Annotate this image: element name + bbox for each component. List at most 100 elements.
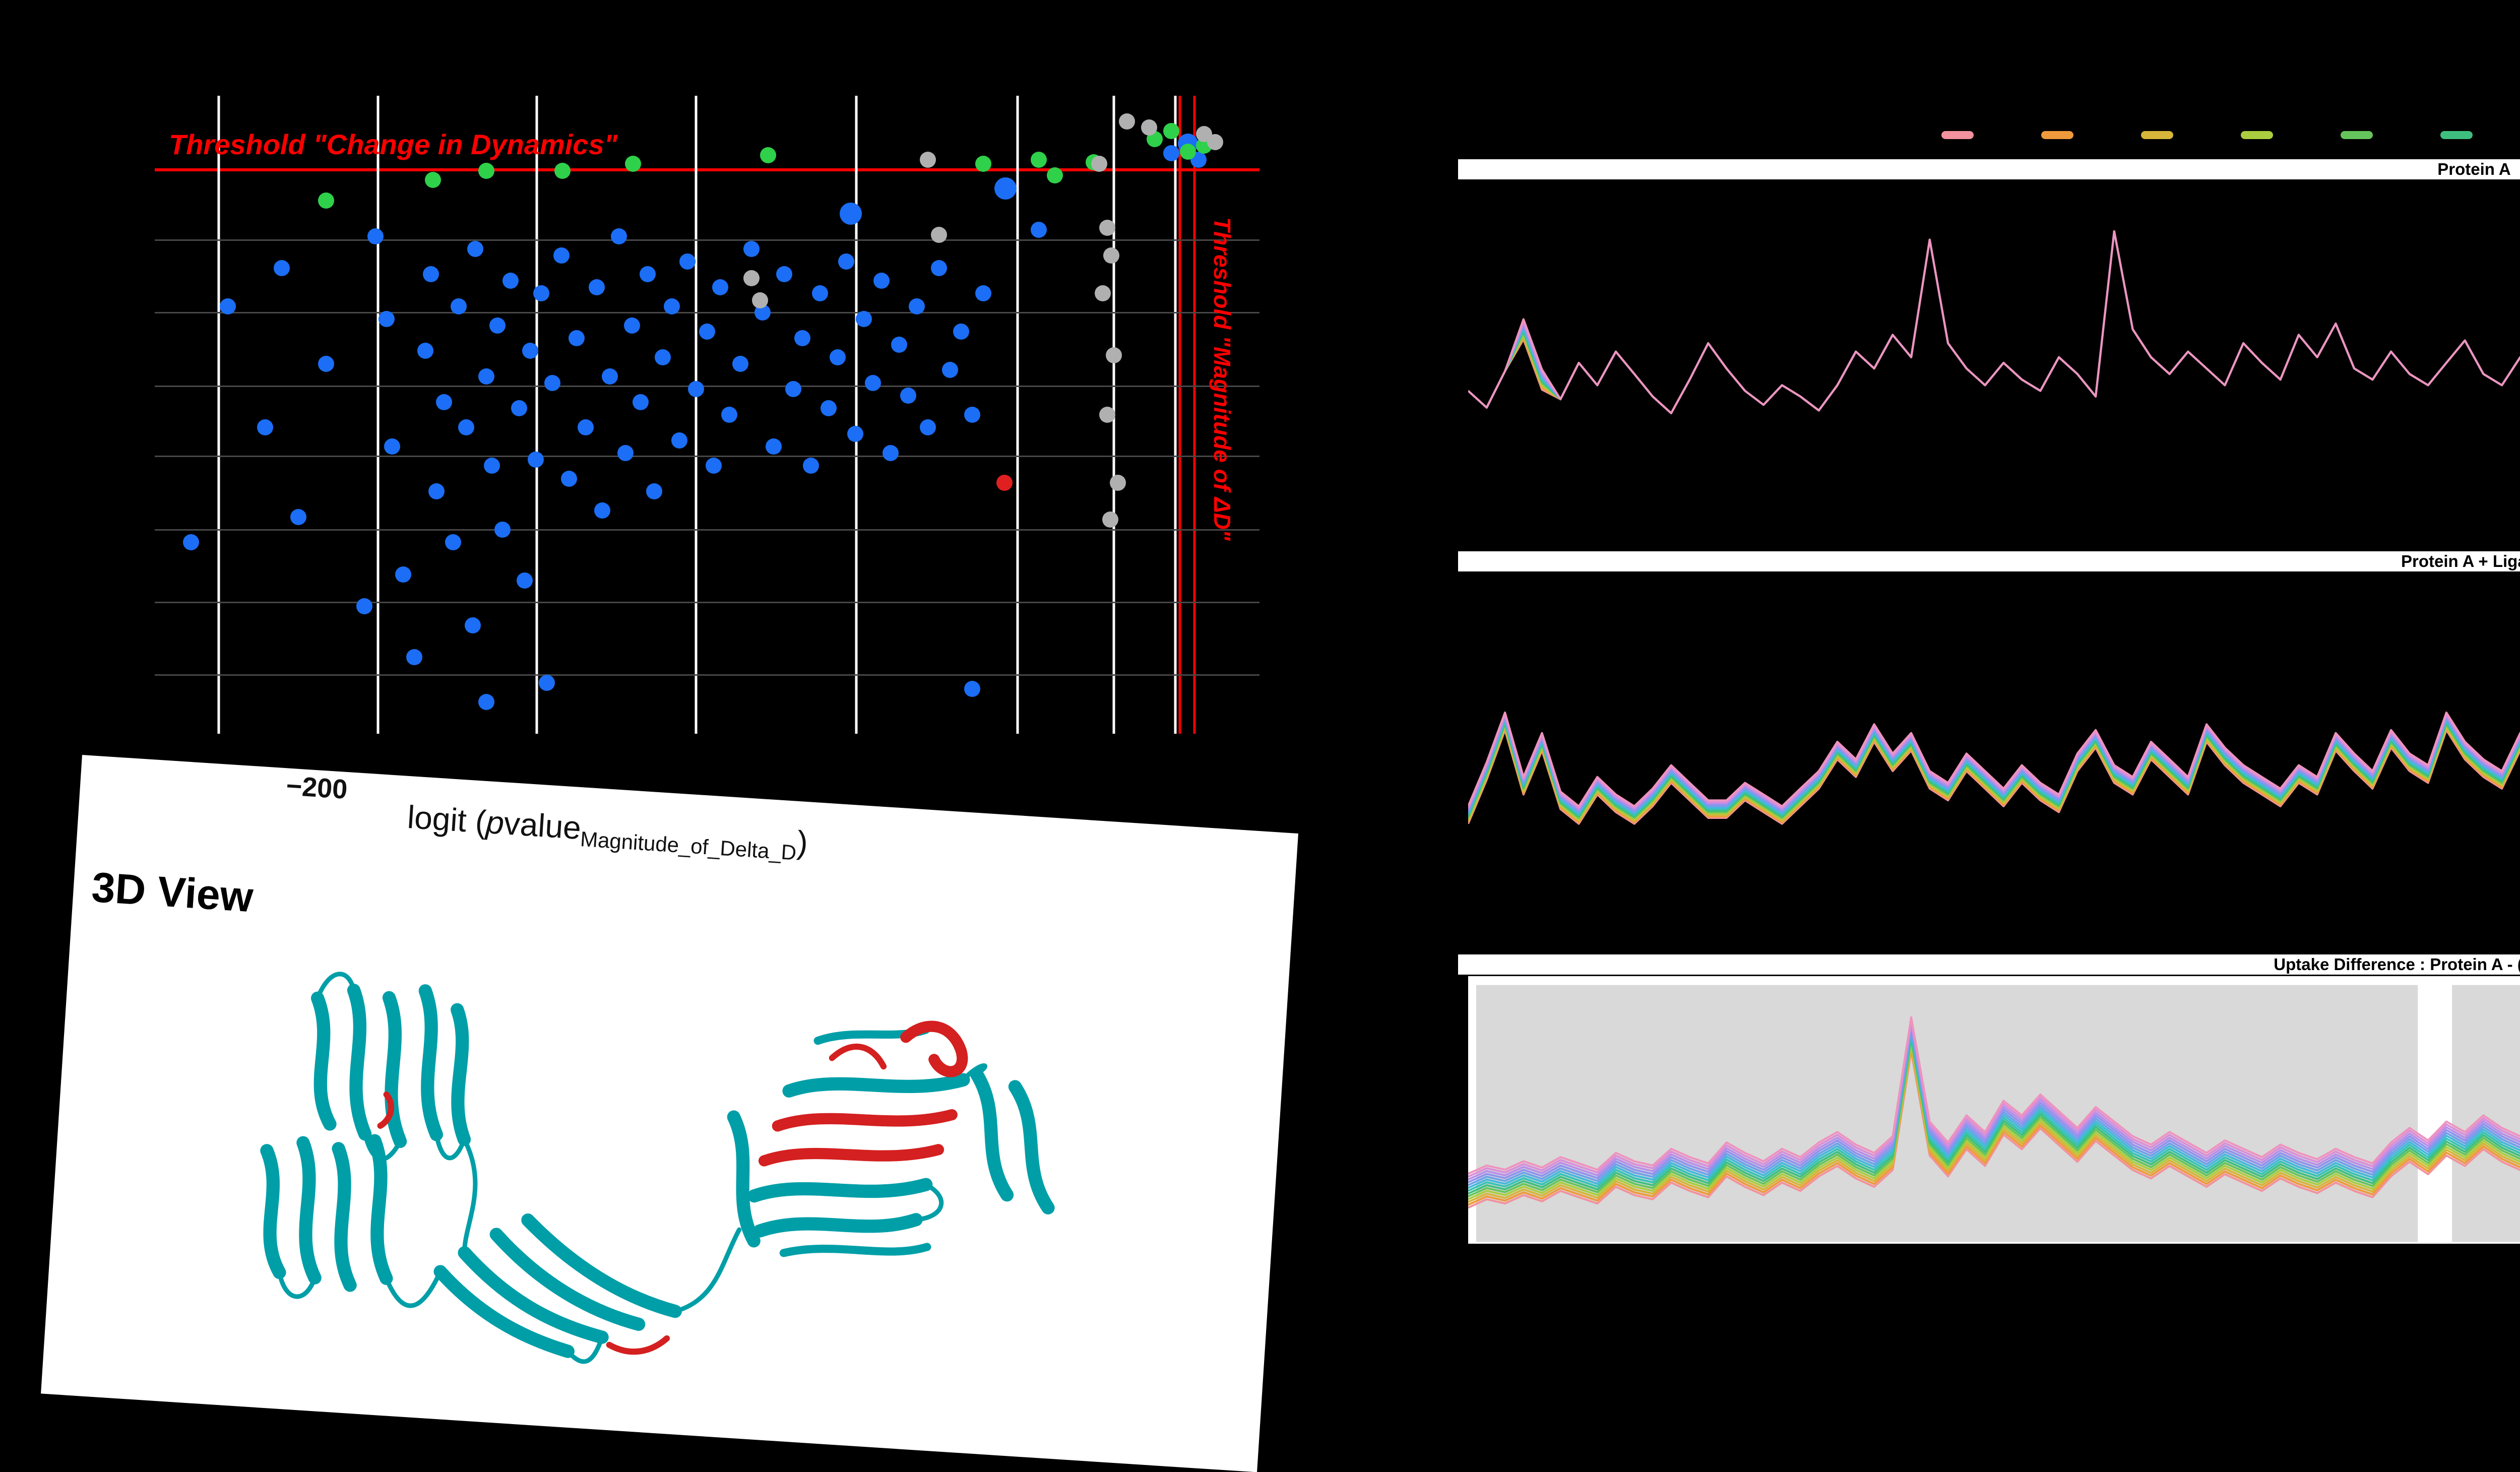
scatter-point-blue[interactable]: [610, 228, 627, 244]
scatter-point-blue[interactable]: [811, 285, 828, 302]
scatter-point-blue[interactable]: [765, 438, 782, 455]
scatter-point-blue[interactable]: [522, 343, 539, 359]
legend-timepoint-swatch[interactable]: [2440, 131, 2473, 139]
scatter-point-blue[interactable]: [909, 298, 925, 314]
scatter-point-blue[interactable]: [594, 502, 610, 519]
scatter-point-blue[interactable]: [528, 451, 544, 468]
scatter-point-blue[interactable]: [942, 362, 959, 378]
protein-a-chart[interactable]: [1468, 181, 2520, 540]
scatter-point-blue[interactable]: [829, 349, 846, 366]
scatter-point-blue[interactable]: [569, 330, 585, 347]
scatter-point-blue[interactable]: [502, 273, 519, 289]
scatter-point-green[interactable]: [1030, 151, 1047, 168]
scatter-point-blue[interactable]: [964, 681, 981, 697]
scatter-point-gray[interactable]: [1091, 156, 1108, 172]
scatter-point-blue[interactable]: [544, 374, 561, 391]
scatter-point-blue[interactable]: [406, 649, 423, 666]
scatter-point-blue[interactable]: [483, 458, 500, 474]
legend-timepoint-swatch[interactable]: [2141, 131, 2173, 139]
scatter-point-green[interactable]: [318, 192, 334, 209]
scatter-point-blue[interactable]: [423, 266, 439, 283]
scatter-point-blue[interactable]: [838, 253, 855, 270]
scatter-point-blue[interactable]: [623, 317, 640, 334]
scatter-point-blue[interactable]: [465, 617, 481, 633]
scatter-point-gray[interactable]: [1099, 220, 1115, 236]
scatter-point-gray[interactable]: [1099, 407, 1115, 423]
scatter-point-blue[interactable]: [900, 388, 916, 404]
legend-timepoint-swatch[interactable]: [2041, 131, 2073, 139]
scatter-point-blue[interactable]: [882, 444, 899, 461]
scatter-point-red[interactable]: [996, 475, 1013, 491]
scatter-point-blue[interactable]: [646, 483, 662, 499]
scatter-point-blue[interactable]: [183, 534, 200, 551]
scatter-point-blue[interactable]: [732, 355, 748, 372]
scatter-point-blue[interactable]: [511, 400, 528, 417]
scatter-point-blue[interactable]: [458, 419, 475, 436]
scatter-point-blue[interactable]: [839, 203, 862, 225]
scatter-point-blue[interactable]: [721, 407, 737, 423]
scatter-point-blue[interactable]: [975, 285, 991, 302]
scatter-point-blue[interactable]: [577, 419, 594, 436]
legend-timepoint-swatch[interactable]: [1941, 131, 1974, 139]
scatter-point-blue[interactable]: [553, 247, 570, 264]
scatter-point-green[interactable]: [975, 156, 991, 172]
legend-timepoint-swatch[interactable]: [2241, 131, 2273, 139]
scatter-point-blue[interactable]: [290, 508, 306, 525]
scatter-point-blue[interactable]: [356, 598, 373, 614]
scatter-point-green[interactable]: [1179, 144, 1196, 160]
scatter-point-blue[interactable]: [847, 425, 863, 442]
scatter-point-blue[interactable]: [679, 253, 696, 270]
scatter-point-blue[interactable]: [395, 566, 412, 583]
scatter-point-green[interactable]: [554, 163, 571, 179]
scatter-point-blue[interactable]: [821, 400, 837, 417]
scatter-point-blue[interactable]: [953, 324, 970, 340]
scatter-point-blue[interactable]: [706, 458, 722, 474]
scatter-point-blue[interactable]: [219, 298, 236, 314]
scatter-point-green[interactable]: [625, 156, 642, 172]
scatter-point-blue[interactable]: [785, 381, 801, 398]
scatter-point-blue[interactable]: [379, 311, 395, 328]
scatter-point-gray[interactable]: [1103, 247, 1120, 264]
scatter-point-blue[interactable]: [712, 279, 729, 295]
scatter-point-gray[interactable]: [920, 151, 936, 168]
scatter-point-gray[interactable]: [752, 292, 769, 309]
scatter-point-blue[interactable]: [478, 693, 494, 710]
scatter-point-blue[interactable]: [1163, 145, 1179, 161]
scatter-point-blue[interactable]: [671, 432, 688, 449]
scatter-point-blue[interactable]: [445, 534, 461, 551]
volcano-plot[interactable]: Threshold "Change in Dynamics" Threshold…: [155, 96, 1259, 734]
scatter-point-blue[interactable]: [864, 374, 881, 391]
scatter-point-blue[interactable]: [478, 368, 494, 385]
scatter-point-blue[interactable]: [318, 355, 334, 372]
scatter-point-blue[interactable]: [274, 260, 290, 276]
scatter-point-gray[interactable]: [743, 270, 760, 287]
scatter-point-green[interactable]: [425, 172, 442, 188]
legend-timepoint-swatch[interactable]: [2341, 131, 2373, 139]
scatter-point-green[interactable]: [478, 163, 494, 179]
scatter-point-blue[interactable]: [856, 311, 872, 328]
scatter-point-gray[interactable]: [1118, 113, 1135, 130]
scatter-point-blue[interactable]: [699, 324, 715, 340]
scatter-point-blue[interactable]: [920, 419, 936, 436]
scatter-point-blue[interactable]: [384, 438, 401, 455]
scatter-point-gray[interactable]: [1105, 347, 1122, 364]
scatter-point-blue[interactable]: [743, 240, 760, 257]
scatter-point-blue[interactable]: [803, 458, 820, 474]
scatter-point-blue[interactable]: [257, 419, 274, 436]
scatter-point-blue[interactable]: [561, 470, 577, 487]
scatter-point-blue[interactable]: [655, 349, 671, 366]
scatter-point-blue[interactable]: [467, 240, 483, 257]
scatter-point-blue[interactable]: [617, 444, 634, 461]
scatter-point-blue[interactable]: [450, 298, 467, 314]
scatter-point-blue[interactable]: [588, 279, 605, 295]
scatter-point-blue[interactable]: [1030, 221, 1047, 238]
scatter-point-blue[interactable]: [663, 298, 680, 314]
scatter-point-blue[interactable]: [367, 228, 384, 244]
scatter-point-blue[interactable]: [794, 330, 810, 347]
scatter-point-green[interactable]: [1047, 167, 1063, 184]
scatter-point-blue[interactable]: [539, 674, 555, 691]
scatter-point-gray[interactable]: [1094, 285, 1111, 302]
scatter-point-blue[interactable]: [417, 343, 434, 359]
protein-a-ligand-chart[interactable]: [1468, 572, 2520, 948]
uptake-difference-chart[interactable]: [1468, 976, 2520, 1244]
